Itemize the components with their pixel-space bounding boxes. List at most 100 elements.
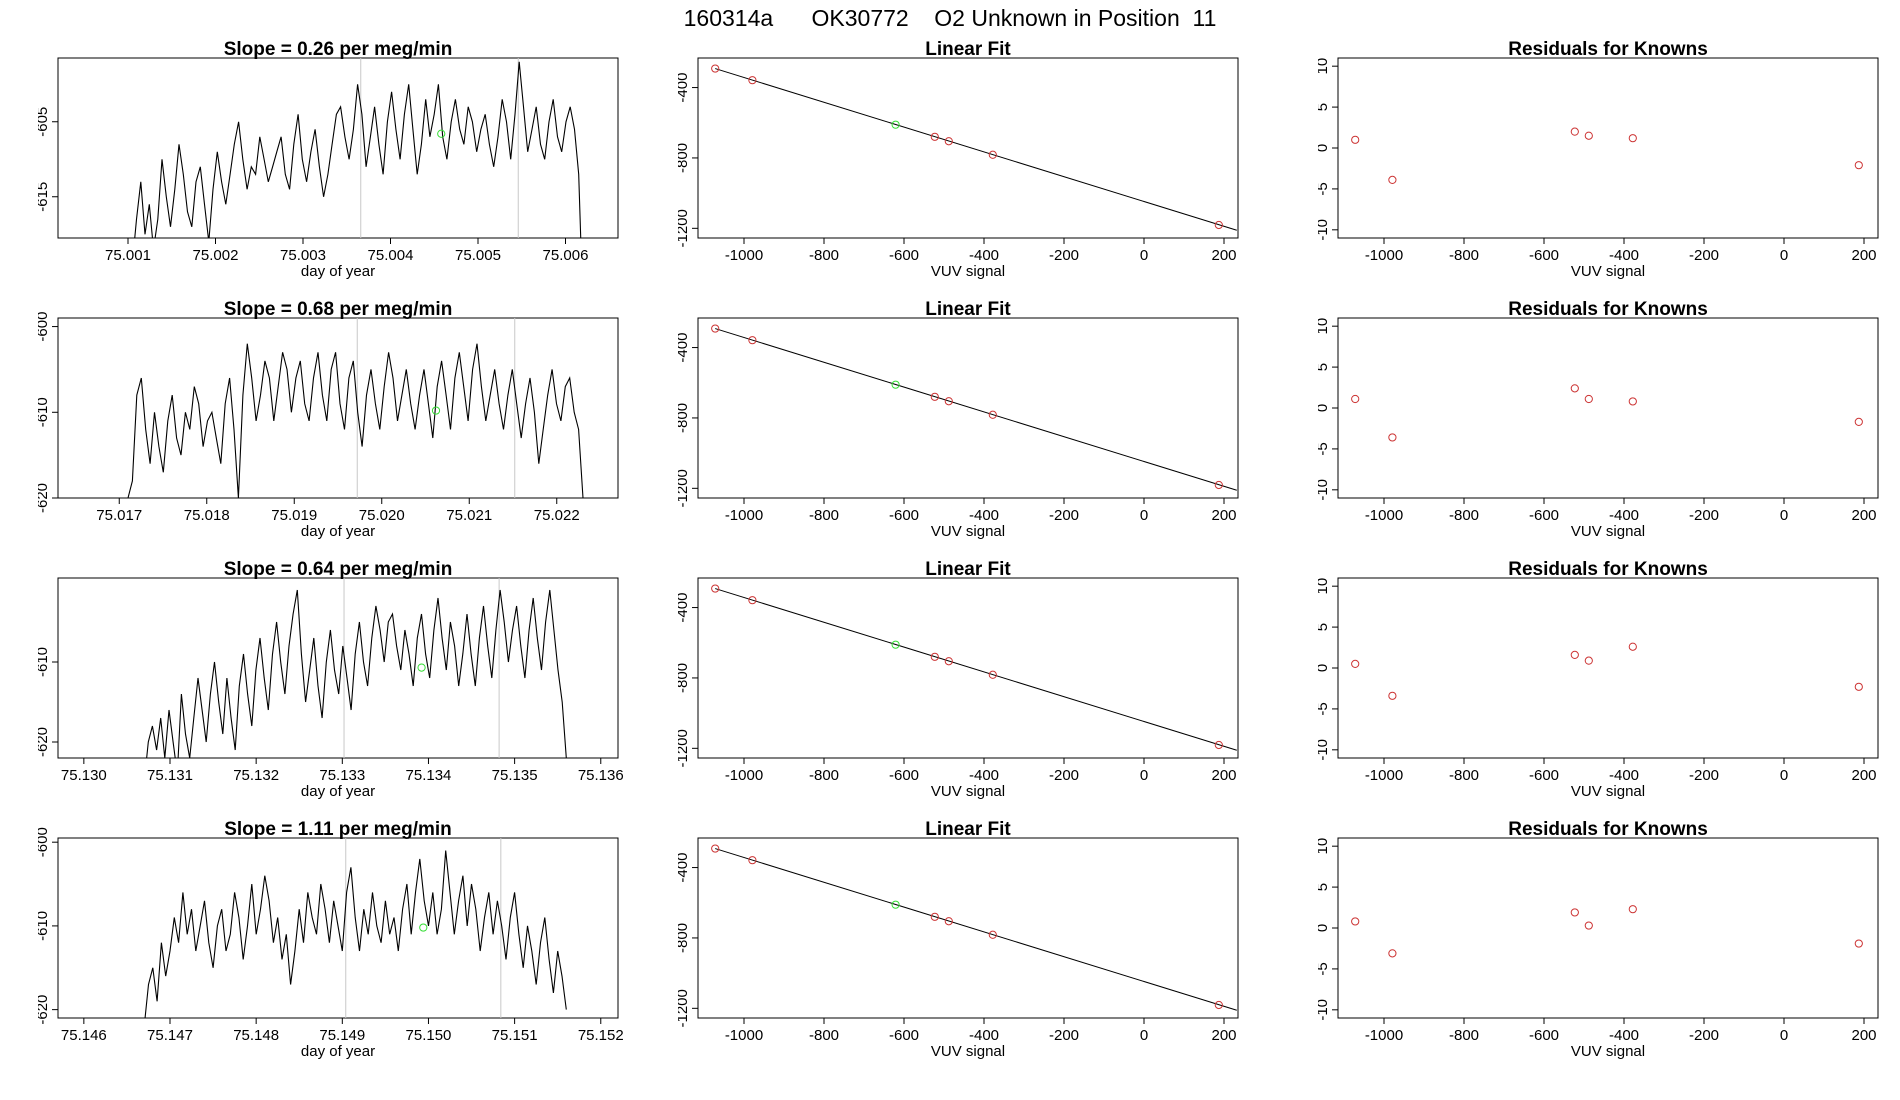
known-point — [944, 397, 953, 406]
x-tick-label: -400 — [969, 1027, 999, 1044]
row3-linear-fit-panel: Linear Fit -1000 -800 -600 -400 -200 0 200 -400 -… — [678, 559, 1239, 800]
row3-residuals-panel: Residuals for Knowns-1000 -800 -600 -400 -20… — [1318, 559, 1879, 800]
plot-frame — [1337, 837, 1879, 1019]
row2-linear-fit-panel: Linear Fit -1000 -800 -600 -400 -200 0 200 -400 -… — [678, 299, 1239, 540]
row2-timeseries-panel: Slope = 0.68 per meg/min 75.017 75.018 75.0… — [38, 299, 619, 540]
y-tick-label: -605 — [38, 107, 51, 137]
x-tick-label: -600 — [1529, 767, 1559, 784]
unknown-point — [891, 120, 900, 129]
known-point — [1388, 433, 1397, 442]
known-point — [1570, 127, 1579, 136]
panel-title: Linear Fit — [925, 559, 1011, 580]
x-axis-label: day of year — [301, 523, 375, 540]
y-tick-label: -615 — [38, 182, 51, 212]
plot-frame — [57, 57, 619, 239]
plot-frame — [1337, 57, 1879, 239]
panel-title: Residuals for Knowns — [1508, 559, 1708, 580]
known-point — [748, 596, 757, 605]
signal-trace — [134, 61, 582, 238]
known-point — [1351, 394, 1360, 404]
x-axis-label: VUV signal — [1571, 783, 1645, 800]
plot-frame — [697, 57, 1239, 239]
figure-title-station: OK30772 — [811, 5, 909, 31]
x-tick-label: -1000 — [725, 247, 763, 264]
x-tick-label: 0 — [1780, 507, 1788, 524]
x-tick-label: 200 — [1851, 1027, 1876, 1044]
known-point — [930, 912, 939, 921]
panel-title: Linear Fit — [925, 819, 1011, 840]
unknown-mean-point — [437, 129, 446, 138]
known-point — [1351, 917, 1360, 926]
y-tick-label: 0 — [1318, 924, 1331, 932]
known-point — [1628, 134, 1637, 143]
row4-residuals-panel: Residuals for Knowns-1000 -800 -600 -400 -20… — [1318, 819, 1879, 1060]
x-tick-label: -1000 — [1365, 1027, 1403, 1044]
known-point — [1570, 384, 1579, 393]
y-tick-label: -400 — [678, 593, 691, 623]
x-tick-label: 0 — [1140, 247, 1148, 264]
known-point — [711, 584, 720, 593]
row1-linear-fit-panel: Linear Fit -1000 -800 -600 -400 -200 0 200 -400 -… — [678, 39, 1239, 280]
x-tick-label: -800 — [1449, 507, 1479, 524]
x-tick-label: -400 — [969, 247, 999, 264]
known-point — [1570, 908, 1579, 917]
x-axis-label: day of year — [301, 1043, 375, 1060]
x-axis-label: VUV signal — [1571, 1043, 1645, 1060]
x-tick-label: 200 — [1851, 247, 1876, 264]
x-tick-label: -400 — [1609, 507, 1639, 524]
y-tick-label: 0 — [1318, 404, 1331, 412]
x-tick-label: 75.002 — [193, 247, 239, 264]
y-tick-label: 5 — [1318, 623, 1331, 631]
x-tick-label: -1000 — [725, 507, 763, 524]
row1-timeseries-panel: Slope = 0.26 per meg/min 75.001 75.002 75.0… — [38, 39, 619, 280]
x-tick-label: 0 — [1780, 1027, 1788, 1044]
x-tick-label: -200 — [1689, 507, 1719, 524]
x-tick-label: -800 — [1449, 1027, 1479, 1044]
known-point — [1628, 905, 1637, 914]
known-point — [1388, 691, 1397, 700]
y-tick-label: -800 — [678, 143, 691, 173]
known-point — [748, 76, 757, 85]
y-tick-label: -10 — [1318, 739, 1331, 761]
y-tick-label: -620 — [38, 727, 51, 757]
x-tick-label: -1000 — [725, 1027, 763, 1044]
y-tick-label: 0 — [1318, 144, 1331, 152]
known-point — [1854, 939, 1863, 948]
x-tick-label: 200 — [1851, 767, 1876, 784]
y-tick-label: -620 — [38, 483, 51, 513]
unknown-mean-point — [417, 663, 426, 672]
y-tick-label: 10 — [1318, 838, 1331, 855]
x-tick-label: -400 — [969, 767, 999, 784]
y-tick-label: -5 — [1318, 182, 1331, 195]
row3-timeseries-panel: Slope = 0.64 per meg/min 75.130 75.131 75.1… — [38, 559, 624, 800]
x-tick-label: 75.018 — [184, 507, 230, 524]
figure-title-run: 160314a — [683, 5, 774, 31]
panel-title: Residuals for Knowns — [1508, 819, 1708, 840]
x-tick-label: -200 — [1049, 767, 1079, 784]
x-axis-label: day of year — [301, 783, 375, 800]
known-point — [1214, 480, 1223, 490]
x-tick-label: 75.001 — [105, 247, 151, 264]
known-point — [711, 844, 720, 853]
y-tick-label: -1200 — [678, 989, 691, 1027]
x-tick-label: -200 — [1049, 507, 1079, 524]
unknown-point — [891, 640, 900, 649]
known-point — [1584, 921, 1593, 930]
x-tick-label: 0 — [1780, 247, 1788, 264]
x-tick-label: 75.136 — [578, 767, 624, 784]
plot-frame — [1337, 317, 1879, 499]
x-tick-label: -400 — [1609, 1027, 1639, 1044]
x-tick-label: 200 — [1211, 247, 1236, 264]
x-tick-label: 0 — [1780, 767, 1788, 784]
y-tick-label: -620 — [38, 995, 51, 1025]
panel-title: Slope = 0.26 per meg/min — [224, 39, 453, 60]
y-tick-label: -800 — [678, 403, 691, 433]
x-tick-label: -200 — [1049, 1027, 1079, 1044]
known-point — [711, 324, 720, 333]
x-tick-label: 0 — [1140, 507, 1148, 524]
x-tick-label: -600 — [889, 767, 919, 784]
x-tick-label: -600 — [889, 507, 919, 524]
y-tick-label: -600 — [38, 312, 51, 342]
x-tick-label: -800 — [809, 1027, 839, 1044]
